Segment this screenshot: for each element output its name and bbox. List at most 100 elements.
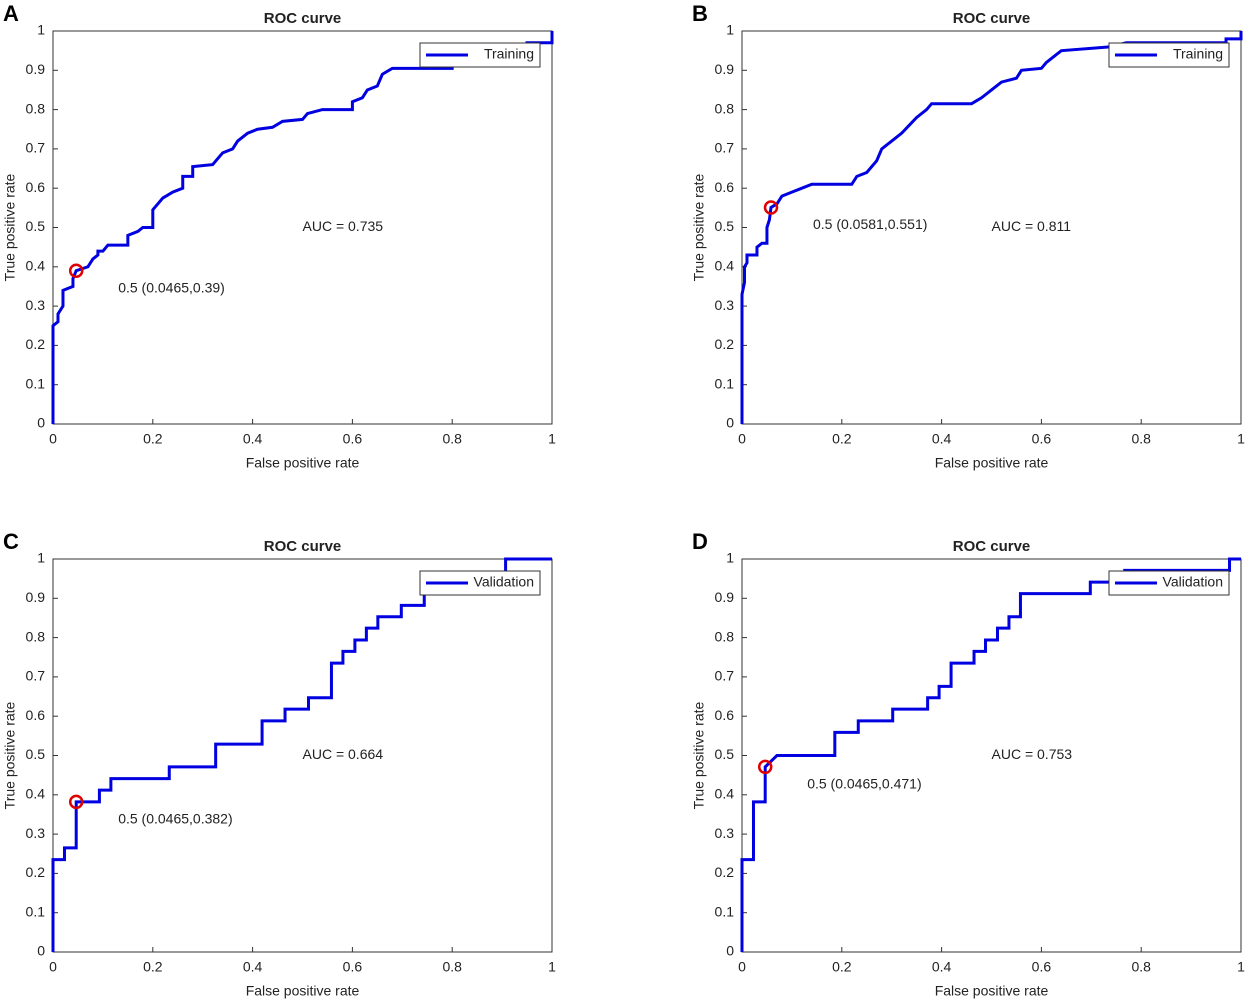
panel-label: A	[3, 1, 19, 26]
y-tick-label: 0.4	[26, 786, 46, 802]
y-axis-label: True positive rate	[691, 173, 707, 281]
y-tick-label: 0.8	[715, 100, 735, 116]
panel-label: D	[692, 529, 708, 554]
y-tick-label: 0.6	[715, 707, 735, 723]
y-tick-label: 1	[726, 22, 734, 38]
chart-title: ROC curve	[264, 10, 342, 27]
y-tick-label: 0.2	[715, 864, 735, 880]
y-tick-label: 0.1	[715, 903, 735, 919]
x-tick-label: 0.2	[832, 959, 852, 975]
operating-point	[757, 759, 773, 775]
panel: C ROC curve False positive rate True positi…	[2, 529, 556, 999]
y-tick-label: 0.7	[715, 140, 735, 156]
y-tick-label: 0.1	[715, 375, 735, 391]
panel-label: B	[692, 1, 708, 26]
y-tick-label: 0.5	[26, 218, 46, 234]
x-tick-label: 0.8	[442, 959, 462, 975]
operating-label: 0.5 (0.0465,0.471)	[807, 776, 921, 792]
roc-curve	[740, 557, 1241, 952]
y-axis-label: True positive rate	[691, 701, 707, 809]
legend-label: Training	[1173, 46, 1223, 62]
y-tick-label: 0.5	[715, 218, 735, 234]
x-tick-label: 0.8	[1131, 959, 1151, 975]
x-tick-label: 0.4	[243, 959, 263, 975]
y-tick-label: 0.3	[715, 825, 735, 841]
y-tick-label: 0.6	[26, 179, 46, 195]
x-tick-label: 1	[548, 959, 556, 975]
operating-point	[68, 263, 84, 278]
y-tick-label: 0.8	[715, 628, 735, 644]
y-tick-label: 0.4	[715, 258, 735, 274]
roc-curve	[51, 557, 552, 952]
x-tick-label: 0	[738, 431, 746, 447]
y-tick-label: 0	[726, 415, 734, 431]
chart-title: ROC curve	[264, 538, 342, 555]
x-tick-label: 0.6	[343, 959, 363, 975]
panel: D ROC curve False positive rate True positi…	[691, 529, 1245, 999]
x-tick-label: 0.6	[1032, 431, 1052, 447]
x-tick-label: 0.6	[1032, 959, 1052, 975]
chart-title: ROC curve	[953, 10, 1031, 27]
plot-area	[52, 558, 553, 953]
x-tick-label: 0	[49, 959, 57, 975]
y-tick-label: 0.3	[26, 297, 46, 313]
y-tick-label: 0.9	[715, 61, 735, 77]
x-tick-label: 0.8	[1131, 431, 1151, 447]
y-tick-label: 0.7	[715, 668, 735, 684]
x-axis-label: False positive rate	[935, 983, 1049, 999]
x-tick-label: 0.2	[832, 431, 852, 447]
auc-label: AUC = 0.735	[303, 218, 384, 234]
legend-label: Validation	[1163, 574, 1223, 590]
y-axis-label: True positive rate	[2, 173, 18, 281]
y-tick-label: 0.3	[715, 297, 735, 313]
y-tick-label: 0	[37, 415, 45, 431]
plot-area	[741, 30, 1242, 425]
x-tick-label: 1	[1237, 431, 1245, 447]
y-tick-label: 0.8	[26, 628, 46, 644]
roc-curve	[740, 31, 1243, 424]
y-tick-label: 0.4	[26, 258, 46, 274]
y-tick-label: 1	[726, 550, 734, 566]
y-tick-label: 0.9	[26, 61, 46, 77]
y-tick-label: 0.5	[26, 746, 46, 762]
panel-label: C	[3, 529, 19, 554]
y-tick-label: 0	[726, 943, 734, 959]
panel: A ROC curve False positive rate True positi…	[2, 1, 556, 471]
y-tick-label: 0.9	[26, 589, 46, 605]
y-tick-label: 0.2	[26, 336, 46, 352]
y-tick-label: 0.5	[715, 746, 735, 762]
auc-label: AUC = 0.811	[992, 218, 1072, 234]
operating-point	[68, 794, 84, 810]
y-tick-label: 0.2	[26, 864, 46, 880]
y-tick-label: 0.7	[26, 140, 46, 156]
y-tick-label: 0.2	[715, 336, 735, 352]
y-axis-label: True positive rate	[2, 701, 18, 809]
x-tick-label: 1	[548, 431, 556, 447]
x-axis-label: False positive rate	[246, 983, 360, 999]
x-axis-label: False positive rate	[935, 455, 1049, 471]
y-tick-label: 0.1	[26, 375, 46, 391]
x-tick-label: 0.2	[143, 959, 163, 975]
legend-label: Training	[484, 46, 534, 62]
y-tick-label: 0.7	[26, 668, 46, 684]
x-tick-label: 0.6	[343, 431, 363, 447]
y-tick-label: 0.6	[715, 179, 735, 195]
plot-area	[52, 30, 553, 425]
legend-label: Validation	[474, 574, 534, 590]
chart-title: ROC curve	[953, 538, 1031, 555]
x-tick-label: 0.4	[243, 431, 263, 447]
x-tick-label: 0.4	[932, 959, 952, 975]
y-tick-label: 0.9	[715, 589, 735, 605]
y-tick-label: 0.1	[26, 903, 46, 919]
auc-label: AUC = 0.753	[992, 746, 1073, 762]
x-tick-label: 0.2	[143, 431, 163, 447]
y-tick-label: 1	[37, 22, 45, 38]
y-tick-label: 0.3	[26, 825, 46, 841]
y-tick-label: 0.6	[26, 707, 46, 723]
operating-label: 0.5 (0.0581,0.551)	[813, 216, 927, 232]
x-tick-label: 0	[49, 431, 57, 447]
y-tick-label: 1	[37, 550, 45, 566]
x-axis-label: False positive rate	[246, 455, 360, 471]
x-tick-label: 0.8	[442, 431, 462, 447]
